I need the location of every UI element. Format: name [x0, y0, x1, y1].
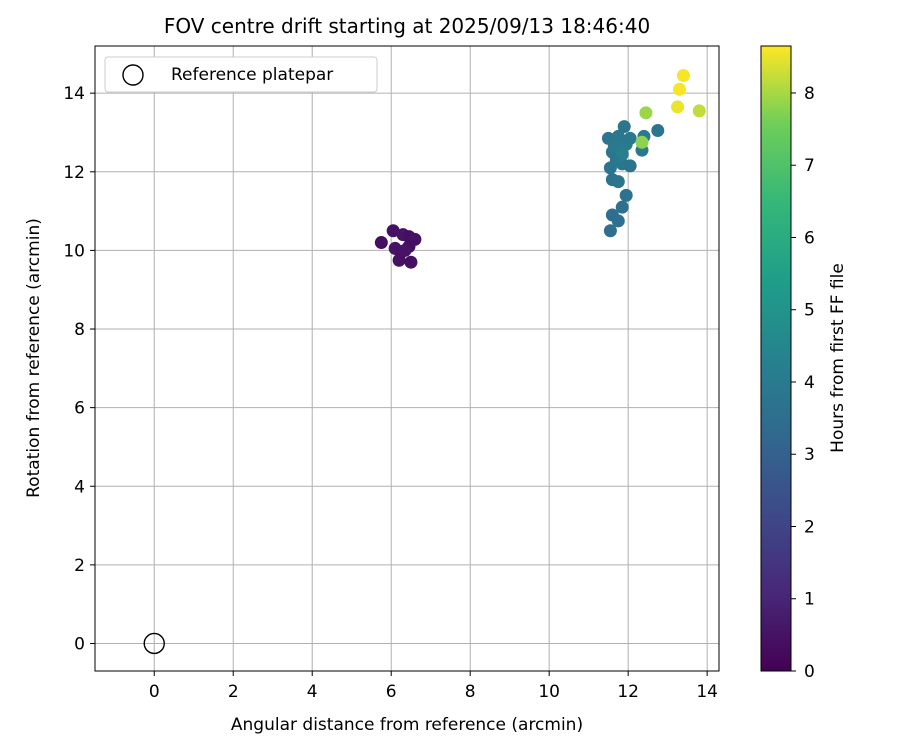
colorbar-tick-label: 6	[804, 228, 815, 248]
colorbar-tick-label: 0	[804, 662, 815, 682]
data-point	[611, 175, 625, 189]
data-point	[635, 135, 649, 149]
data-point	[603, 224, 617, 238]
colorbar-tick-label: 3	[804, 445, 815, 465]
data-point	[639, 106, 653, 120]
legend-label-reference-platepar: Reference platepar	[171, 65, 333, 85]
data-point	[398, 243, 412, 257]
colorbar-gradient	[760, 45, 792, 672]
reference-marker	[143, 632, 165, 655]
x-tick-label: 2	[228, 682, 239, 702]
data-point	[623, 159, 637, 173]
y-tick-label: 6	[74, 399, 85, 419]
x-axis: 0 2 4 6 8 10 12 14	[149, 671, 718, 702]
legend: Reference platepar	[104, 56, 378, 93]
y-tick-label: 8	[74, 320, 85, 340]
data-point	[607, 139, 621, 153]
data-point	[617, 120, 631, 134]
x-tick-label: 6	[386, 682, 397, 702]
colorbar-tick-label: 7	[804, 156, 815, 176]
x-tick-label: 8	[465, 682, 476, 702]
colorbar-tick-label: 4	[804, 373, 815, 393]
y-tick-label: 12	[63, 163, 85, 183]
y-axis: 0 2 4 6 8 10 12 14	[63, 84, 95, 654]
colorbar-tick-label: 1	[804, 590, 815, 610]
x-axis-label: Angular distance from reference (arcmin)	[231, 715, 583, 735]
data-point	[392, 253, 406, 267]
data-point	[611, 129, 625, 143]
colorbar-tick-label: 8	[804, 84, 815, 104]
y-tick-label: 2	[74, 556, 85, 576]
y-tick-label: 14	[63, 84, 85, 104]
data-point	[619, 188, 633, 202]
x-tick-label: 10	[538, 682, 560, 702]
data-point	[386, 224, 400, 238]
data-point	[673, 82, 687, 96]
data-point	[692, 104, 706, 118]
colorbar: 0 1 2 3 4 5 6 7 8 Hours from first FF file	[760, 45, 848, 682]
data-point	[671, 100, 685, 114]
reference-platepar-marker	[143, 632, 165, 655]
data-point	[611, 214, 625, 228]
x-tick-label: 0	[149, 682, 160, 702]
data-point	[404, 255, 418, 269]
y-tick-label: 10	[63, 241, 85, 261]
y-tick-label: 4	[74, 477, 85, 497]
plot-frame	[94, 45, 720, 672]
data-point	[615, 200, 629, 214]
colorbar-tick-label: 5	[804, 301, 815, 321]
data-point	[623, 131, 637, 145]
x-tick-label: 14	[696, 682, 718, 702]
data-point	[676, 68, 690, 82]
colorbar-label: Hours from first FF file	[828, 263, 848, 453]
y-axis-label: Rotation from reference (arcmin)	[24, 218, 44, 498]
x-tick-label: 4	[307, 682, 318, 702]
legend-box	[104, 56, 378, 93]
data-point	[615, 147, 629, 161]
chart-title: FOV centre drift starting at 2025/09/13 …	[164, 14, 650, 38]
x-tick-label: 12	[617, 682, 639, 702]
data-point	[374, 236, 388, 250]
data-points	[374, 68, 706, 269]
data-point	[651, 124, 665, 138]
colorbar-ticks: 0 1 2 3 4 5 6 7 8	[791, 84, 815, 682]
colorbar-tick-label: 2	[804, 517, 815, 537]
plot-area	[94, 45, 720, 672]
legend-marker-open-circle	[122, 64, 144, 86]
y-tick-label: 0	[74, 634, 85, 654]
